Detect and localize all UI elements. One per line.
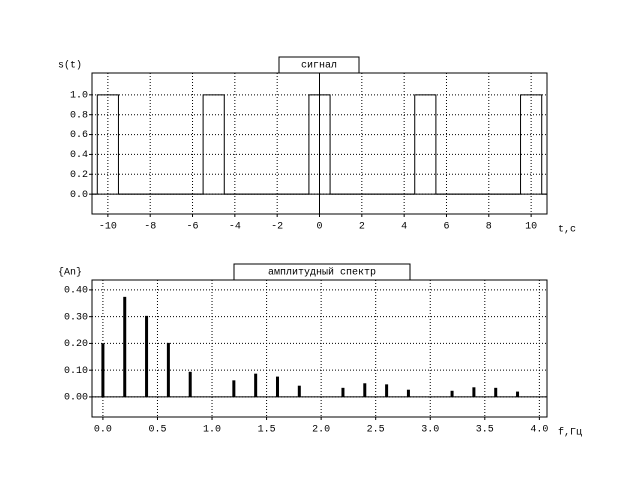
x-tick-label: 1.0 [203, 425, 221, 436]
bar [254, 373, 258, 397]
y-axis-label: s(t) [58, 60, 82, 72]
y-tick-label: 0.00 [64, 393, 88, 404]
y-tick-label: 0.2 [70, 170, 88, 181]
y-tick-label: 0.0 [70, 190, 88, 201]
chart-title: сигнал [301, 61, 337, 72]
y-tick-label: 0.20 [64, 339, 88, 350]
x-tick-label: 2.0 [312, 425, 330, 436]
bar [450, 390, 454, 397]
bar [166, 342, 170, 397]
x-tick-label: 2.5 [367, 425, 385, 436]
y-tick-label: 1.0 [70, 90, 88, 101]
bar [232, 380, 236, 397]
y-tick-label: 0.4 [70, 150, 88, 161]
x-tick-label: -2 [271, 222, 283, 233]
x-tick-label: 8 [486, 222, 492, 233]
bar [341, 387, 345, 397]
bar [188, 371, 192, 397]
y-tick-label: 0.10 [64, 366, 88, 377]
y-tick-label: 0.40 [64, 286, 88, 297]
bar [275, 376, 279, 397]
x-tick-label: 4.0 [530, 425, 548, 436]
bar [101, 343, 105, 397]
x-tick-label: 4 [401, 222, 407, 233]
bar [297, 385, 301, 397]
x-tick-label: 2 [359, 222, 365, 233]
chart-title: амплитудный спектр [268, 267, 376, 279]
x-tick-label: 3.5 [476, 425, 494, 436]
bar [516, 391, 520, 397]
y-tick-label: 0.6 [70, 130, 88, 141]
bar [145, 315, 149, 397]
x-tick-label: 0.5 [148, 425, 166, 436]
bar [123, 296, 127, 397]
x-tick-label: -8 [144, 222, 156, 233]
x-axis-label: f,Гц [558, 427, 582, 439]
x-tick-label: 1.5 [258, 425, 276, 436]
bar [472, 387, 476, 397]
x-tick-label: -4 [229, 222, 241, 233]
x-axis-label: t,c [558, 225, 576, 236]
title-box [233, 263, 411, 281]
bar [363, 383, 367, 397]
bar [494, 387, 498, 397]
y-tick-label: 0.30 [64, 312, 88, 323]
y-tick-label: 0.8 [70, 110, 88, 121]
bar [406, 389, 410, 397]
bar [385, 384, 389, 397]
x-tick-label: 6 [443, 222, 449, 233]
y-axis-label: {An} [58, 267, 82, 279]
x-tick-label: 0.0 [94, 425, 112, 436]
x-tick-label: -10 [99, 222, 117, 233]
signal-line [92, 94, 547, 195]
x-tick-label: -6 [187, 222, 199, 233]
x-tick-label: 0 [316, 222, 322, 233]
x-tick-label: 10 [525, 222, 537, 233]
x-tick-label: 3.0 [421, 425, 439, 436]
